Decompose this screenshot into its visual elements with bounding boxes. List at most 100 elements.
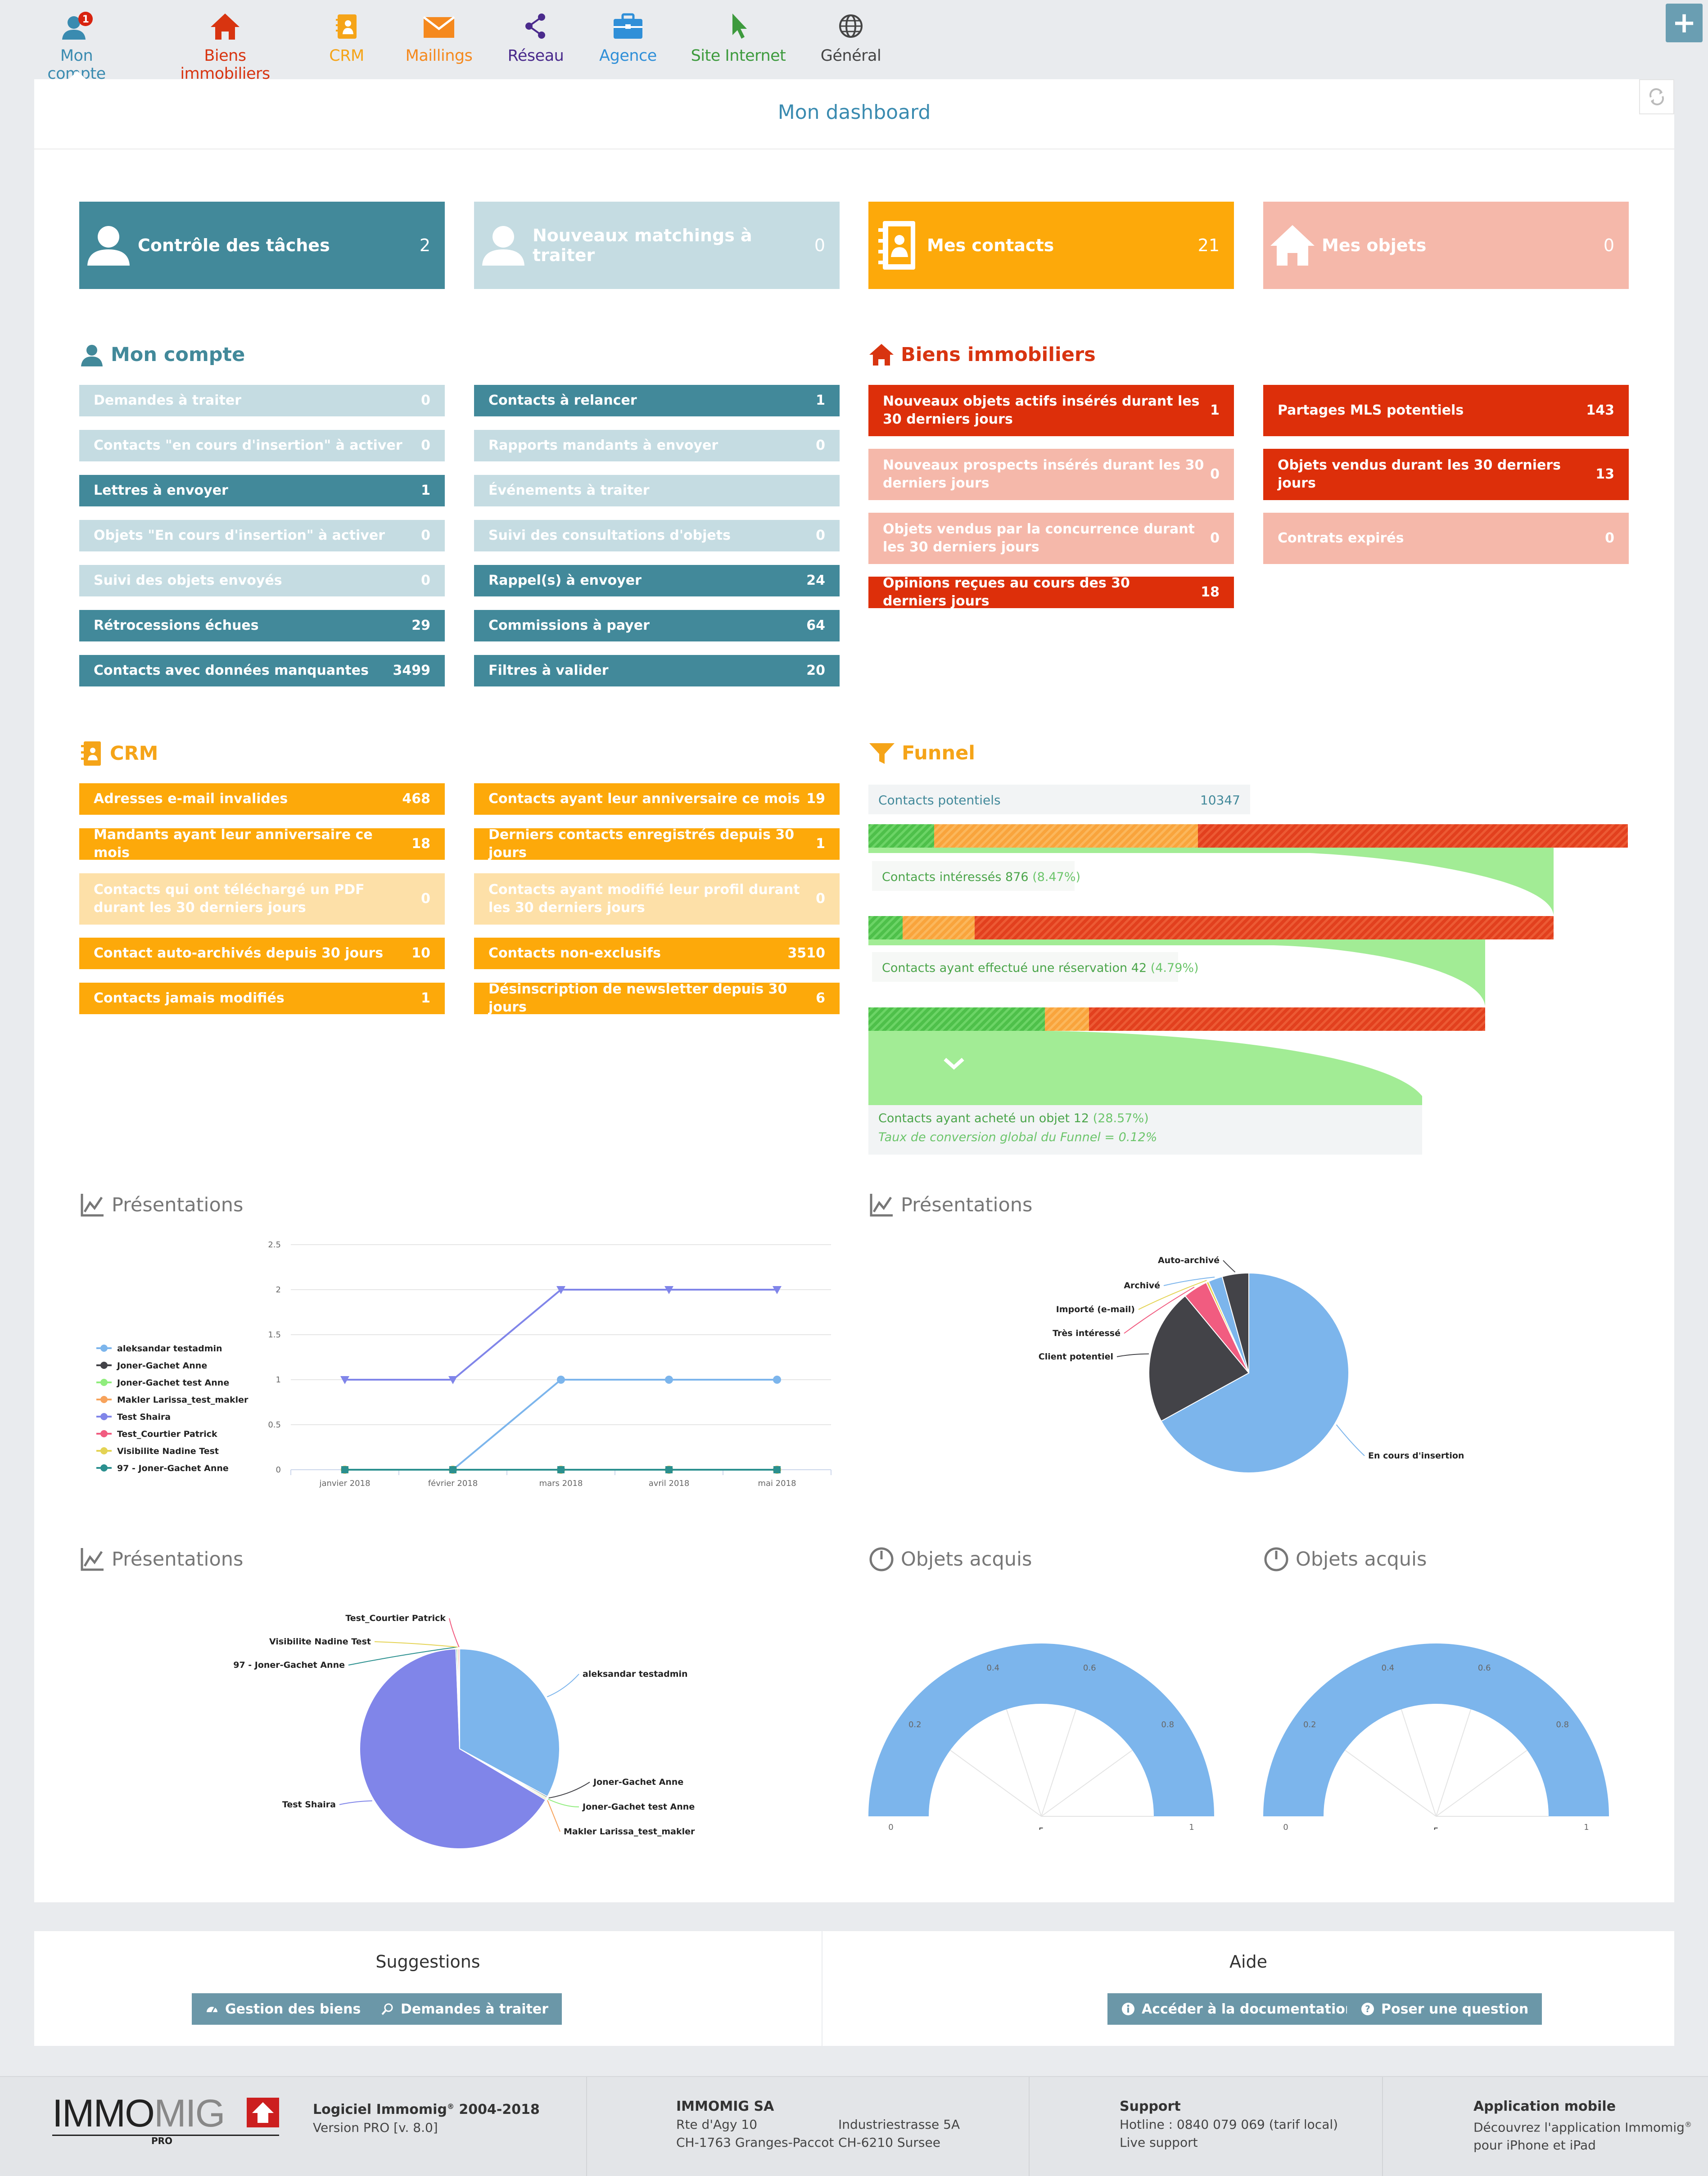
pie-label: Client potentiel bbox=[1039, 1352, 1113, 1362]
footer-company: IMMOMIG SA Rte d'Agy 10 CH-1763 Granges-… bbox=[676, 2099, 834, 2150]
gauge-tick-label: 0.4 bbox=[986, 1663, 999, 1673]
row-label: Rappel(s) à envoyer bbox=[488, 573, 642, 588]
nav-reseau[interactable]: Réseau bbox=[504, 9, 567, 65]
gauge-band bbox=[1263, 1643, 1609, 1816]
card-mes-contacts[interactable]: Mes contacts 21 bbox=[868, 202, 1234, 289]
add-button[interactable]: + bbox=[1666, 4, 1703, 42]
funnel-stage-label: Contacts ayant acheté un objet 12 (28.57… bbox=[878, 1111, 1149, 1125]
row-label: Lettres à envoyer bbox=[94, 483, 228, 498]
row-count: 468 bbox=[402, 791, 430, 807]
legend-item: aleksandar testadmin bbox=[117, 1344, 222, 1354]
row-nouveaux-prospects[interactable]: Nouveaux prospects insérés durant les 30… bbox=[868, 449, 1234, 500]
data-point bbox=[448, 1376, 457, 1384]
row-count: 13 bbox=[1595, 466, 1614, 482]
legend-item: Makler Larissa_test_makler bbox=[117, 1395, 249, 1405]
row-rapports-mandants[interactable]: Rapports mandants à envoyer 0 bbox=[474, 430, 840, 461]
row-count: 29 bbox=[411, 618, 430, 633]
live-support-link[interactable]: Live support bbox=[1120, 2135, 1198, 2150]
gauge-tick-line bbox=[950, 1750, 1042, 1817]
row-nouveaux-objets-actifs[interactable]: Nouveaux objets actifs insérés durant le… bbox=[868, 385, 1234, 436]
card-nouveaux-matchings[interactable]: Nouveaux matchings à traiter 0 bbox=[474, 202, 840, 289]
card-controle-taches[interactable]: Contrôle des tâches 2 bbox=[79, 202, 445, 289]
funnel-bar-segment bbox=[1045, 1007, 1089, 1031]
row-jamais-modifies[interactable]: Contacts jamais modifiés 1 bbox=[79, 983, 445, 1014]
legend-marker bbox=[100, 1447, 108, 1454]
row-partages-mls[interactable]: Partages MLS potentiels 143 bbox=[1263, 385, 1629, 436]
row-auto-archives[interactable]: Contact auto-archivés depuis 30 jours 10 bbox=[79, 938, 445, 969]
row-mandants-anniversaire[interactable]: Mandants ayant leur anniversaire ce mois… bbox=[79, 827, 445, 861]
row-desinscription[interactable]: Désinscription de newsletter depuis 30 j… bbox=[474, 981, 840, 1015]
row-profil-modifie[interactable]: Contacts ayant modifié leur profil duran… bbox=[474, 873, 840, 925]
gauge-tick-label: 0.4 bbox=[1381, 1663, 1394, 1673]
row-lettres-a-envoyer[interactable]: Lettres à envoyer 1 bbox=[79, 475, 445, 506]
card-mes-objets[interactable]: Mes objets 0 bbox=[1263, 202, 1629, 289]
row-rappels[interactable]: Rappel(s) à envoyer 24 bbox=[474, 565, 840, 596]
refresh-button[interactable] bbox=[1639, 79, 1674, 114]
nav-maillings[interactable]: Maillings bbox=[401, 9, 477, 65]
row-objets-vendus[interactable]: Objets vendus durant les 30 derniers jou… bbox=[1263, 449, 1629, 500]
gauge-max-label: 1 bbox=[1584, 1823, 1589, 1830]
row-donnees-manquantes[interactable]: Contacts avec données manquantes 3499 bbox=[79, 655, 445, 686]
funnel-bar-segment bbox=[1089, 1007, 1485, 1031]
row-suivi-objets-envoyes[interactable]: Suivi des objets envoyés 0 bbox=[79, 565, 445, 596]
row-objets-concurrence[interactable]: Objets vendus par la concurrence durant … bbox=[868, 513, 1234, 564]
nav-biens-immobiliers[interactable]: Biens immobiliers bbox=[160, 9, 290, 83]
briefcase-icon bbox=[614, 13, 642, 39]
acceder-documentation-button[interactable]: Accéder à la documentation bbox=[1107, 1993, 1369, 2025]
row-contrats-expires[interactable]: Contrats expirés 0 bbox=[1263, 513, 1629, 564]
tachometer-icon bbox=[207, 2007, 217, 2013]
nav-general[interactable]: Général bbox=[815, 9, 887, 65]
contact-book-icon bbox=[336, 14, 357, 39]
row-commissions[interactable]: Commissions à payer 64 bbox=[474, 610, 840, 641]
legend-marker bbox=[100, 1396, 108, 1403]
gauge-tick-label: 0.8 bbox=[1161, 1720, 1174, 1729]
row-count: 0 bbox=[1210, 530, 1220, 546]
line-chart-icon bbox=[81, 1548, 104, 1571]
row-filtres[interactable]: Filtres à valider 20 bbox=[474, 655, 840, 686]
cursor-icon bbox=[732, 14, 747, 39]
nav-label: Site Internet bbox=[691, 47, 786, 65]
nav-crm[interactable]: CRM bbox=[324, 9, 369, 65]
row-derniers-contacts[interactable]: Derniers contacts enregistrés depuis 30 … bbox=[474, 827, 840, 861]
pie-slice bbox=[359, 1648, 547, 1849]
row-contacts-anniversaire[interactable]: Contacts ayant leur anniversaire ce mois… bbox=[474, 783, 840, 815]
nav-site-internet[interactable]: Site Internet bbox=[689, 9, 788, 65]
row-objets-en-cours[interactable]: Objets "En cours d'insertion" à activer 0 bbox=[79, 520, 445, 551]
row-count: 6 bbox=[816, 990, 825, 1006]
immomig-logo[interactable]: IMMOMIG PRO bbox=[52, 2094, 282, 2146]
gauge-objets-acquis-2: 0.2 0.4 0.6 0.8 0 1 5 bbox=[1263, 1643, 1609, 1830]
row-evenements[interactable]: Événements à traiter bbox=[474, 475, 840, 506]
active-tab-caret bbox=[68, 71, 87, 80]
data-point bbox=[665, 1466, 673, 1473]
nav-label: Général bbox=[820, 47, 881, 65]
gestion-des-biens-button[interactable]: Gestion des biens bbox=[192, 1993, 375, 2025]
card-label: Contrôle des tâches bbox=[138, 235, 330, 255]
funnel-label-box bbox=[868, 1105, 1422, 1155]
row-retrocessions[interactable]: Rétrocessions échues 29 bbox=[79, 610, 445, 641]
legend-marker bbox=[100, 1413, 108, 1420]
row-pdf-telecharge[interactable]: Contacts qui ont téléchargé un PDF duran… bbox=[79, 873, 445, 925]
contact-book-icon bbox=[878, 221, 915, 270]
house-icon bbox=[1270, 225, 1315, 266]
poser-question-button[interactable]: ? Poser une question bbox=[1347, 1993, 1542, 2025]
row-emails-invalides[interactable]: Adresses e-mail invalides 468 bbox=[79, 783, 445, 815]
row-count: 0 bbox=[816, 528, 825, 543]
row-contacts-a-relancer[interactable]: Contacts à relancer 1 bbox=[474, 385, 840, 416]
row-demandes-a-traiter[interactable]: Demandes à traiter 0 bbox=[79, 385, 445, 416]
row-label: Contacts jamais modifiés bbox=[94, 990, 285, 1006]
line-chart-icon bbox=[81, 1194, 104, 1217]
row-suivi-consultations[interactable]: Suivi des consultations d'objets 0 bbox=[474, 520, 840, 551]
funnel-stage-label: Contacts ayant effectué une réservation … bbox=[882, 961, 1199, 975]
pie-connector bbox=[374, 1641, 458, 1648]
row-count: 0 bbox=[1210, 466, 1220, 482]
line-chart-icon bbox=[870, 1194, 893, 1217]
footer-divider bbox=[1029, 2077, 1030, 2176]
demandes-a-traiter-button[interactable]: Demandes à traiter bbox=[367, 1993, 562, 2025]
nav-agence[interactable]: Agence bbox=[594, 9, 662, 65]
row-non-exclusifs[interactable]: Contacts non-exclusifs 3510 bbox=[474, 938, 840, 969]
funnel-label-box bbox=[872, 952, 1178, 982]
card-label: Mes contacts bbox=[927, 235, 1054, 255]
row-contacts-en-cours[interactable]: Contacts "en cours d'insertion" à active… bbox=[79, 430, 445, 461]
row-opinions[interactable]: Opinions reçues au cours des 30 derniers… bbox=[868, 575, 1234, 609]
gauge-tick-label: 0.6 bbox=[1478, 1663, 1491, 1673]
